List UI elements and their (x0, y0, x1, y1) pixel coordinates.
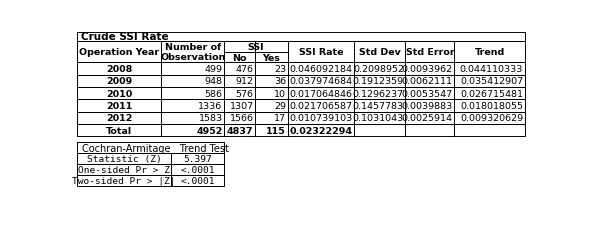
Text: 0.018018055: 0.018018055 (460, 102, 523, 111)
Text: SSI Rate: SSI Rate (299, 48, 343, 57)
Text: 912: 912 (235, 77, 254, 86)
Text: 0.026715481: 0.026715481 (460, 89, 523, 98)
Text: Yes: Yes (263, 53, 280, 62)
Text: 17: 17 (274, 114, 286, 123)
Bar (77, 100, 525, 112)
Text: 4837: 4837 (227, 126, 254, 135)
Text: 0.1457783: 0.1457783 (353, 102, 404, 111)
Text: 0.0053547: 0.0053547 (402, 89, 453, 98)
Bar (77, 112, 525, 124)
Text: No: No (232, 53, 247, 62)
Bar (77, 175, 224, 186)
Text: 499: 499 (205, 65, 222, 74)
Bar (77, 154, 224, 165)
Bar (77, 124, 525, 137)
Text: Std Error: Std Error (405, 48, 454, 57)
Text: 0.021706587: 0.021706587 (290, 102, 353, 111)
Text: 0.2098952: 0.2098952 (353, 65, 404, 74)
Text: 0.1296237: 0.1296237 (353, 89, 404, 98)
Text: Crude SSI Rate: Crude SSI Rate (81, 32, 168, 42)
Text: 1583: 1583 (198, 114, 222, 123)
Text: 0.044110333: 0.044110333 (460, 65, 523, 74)
Text: Two-sided Pr > |Z|: Two-sided Pr > |Z| (73, 176, 176, 185)
Text: 23: 23 (274, 65, 286, 74)
Text: 10: 10 (274, 89, 286, 98)
Text: 476: 476 (235, 65, 254, 74)
Text: 0.1912359: 0.1912359 (353, 77, 404, 86)
Text: Trend: Trend (474, 48, 504, 57)
Text: 948: 948 (205, 77, 222, 86)
Bar (77, 165, 224, 175)
Text: 0.0025914: 0.0025914 (402, 114, 453, 123)
Text: 576: 576 (235, 89, 254, 98)
Text: 2011: 2011 (106, 102, 132, 111)
Text: 36: 36 (274, 77, 286, 86)
Text: 1336: 1336 (198, 102, 222, 111)
Text: SSI: SSI (248, 43, 264, 52)
Text: 0.0039883: 0.0039883 (401, 102, 453, 111)
Text: 5.397: 5.397 (183, 155, 212, 164)
Text: 0.017064846: 0.017064846 (290, 89, 353, 98)
Bar (77, 42, 525, 63)
Text: 115: 115 (266, 126, 286, 135)
Bar (77, 76, 525, 88)
Text: 29: 29 (274, 102, 286, 111)
Text: 1566: 1566 (230, 114, 254, 123)
Text: 2009: 2009 (106, 77, 132, 86)
Text: Number of
Observation: Number of Observation (160, 43, 225, 62)
Text: 0.0062111: 0.0062111 (402, 77, 453, 86)
Text: <.0001: <.0001 (181, 165, 215, 174)
Text: 0.009320629: 0.009320629 (460, 114, 523, 123)
Bar (77, 33, 525, 42)
Bar (77, 88, 525, 100)
Text: 1307: 1307 (230, 102, 254, 111)
Text: 0.02322294: 0.02322294 (290, 126, 353, 135)
Text: Total: Total (106, 126, 132, 135)
Text: <.0001: <.0001 (181, 176, 215, 185)
Text: 0.037974684: 0.037974684 (290, 77, 353, 86)
Text: One-sided Pr > Z: One-sided Pr > Z (78, 165, 170, 174)
Text: Std Dev: Std Dev (359, 48, 401, 57)
Text: 2012: 2012 (106, 114, 132, 123)
Text: 586: 586 (205, 89, 222, 98)
Bar (77, 63, 525, 76)
Text: 2008: 2008 (106, 65, 132, 74)
Text: 0.010739103: 0.010739103 (290, 114, 353, 123)
Text: 0.1031043: 0.1031043 (353, 114, 404, 123)
Text: Operation Year: Operation Year (79, 48, 159, 57)
Bar (77, 142, 224, 154)
Text: 2010: 2010 (106, 89, 132, 98)
Text: Statistic (Z): Statistic (Z) (87, 155, 162, 164)
Text: 0.046092184: 0.046092184 (290, 65, 353, 74)
Text: 0.035412907: 0.035412907 (460, 77, 523, 86)
Text: 0.0093962: 0.0093962 (402, 65, 453, 74)
Text: Cochran-Armitage   Trend Test: Cochran-Armitage Trend Test (81, 143, 228, 153)
Text: 4952: 4952 (196, 126, 222, 135)
